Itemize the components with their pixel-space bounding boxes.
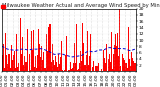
Text: Milwaukee Weather Actual and Average Wind Speed by Minute mph (Last 24 Hours): Milwaukee Weather Actual and Average Win…	[2, 3, 160, 8]
